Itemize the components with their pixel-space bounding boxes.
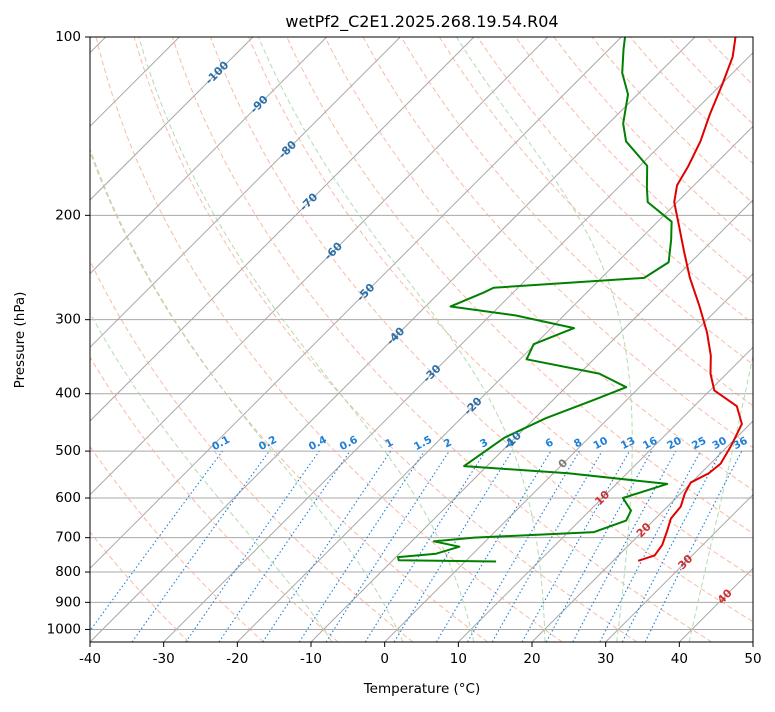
x-tick-label: -20 [226, 651, 248, 667]
x-tick-label: 20 [523, 651, 540, 667]
chart-title: wetPf2_C2E1.2025.268.19.54.R04 [285, 12, 558, 32]
y-tick-label: 700 [55, 530, 81, 546]
y-tick-label: 100 [55, 29, 81, 45]
y-tick-label: 1000 [47, 621, 81, 637]
x-tick-label: 30 [597, 651, 614, 667]
y-tick-label: 300 [55, 312, 81, 328]
x-tick-label: 50 [744, 651, 761, 667]
y-tick-label: 200 [55, 207, 81, 223]
y-tick-label: 500 [55, 443, 81, 459]
x-tick-label: 10 [450, 651, 467, 667]
x-tick-label: -10 [300, 651, 322, 667]
y-axis-label: Pressure (hPa) [12, 292, 28, 389]
x-tick-label: 40 [671, 651, 688, 667]
y-tick-label: 400 [55, 386, 81, 402]
x-axis-label: Temperature (°C) [363, 681, 481, 697]
y-tick-label: 600 [55, 490, 81, 506]
x-tick-label: -30 [153, 651, 175, 667]
x-tick-label: -40 [79, 651, 101, 667]
y-tick-label: 900 [55, 594, 81, 610]
x-tick-label: 0 [380, 651, 389, 667]
y-tick-label: 800 [55, 564, 81, 580]
